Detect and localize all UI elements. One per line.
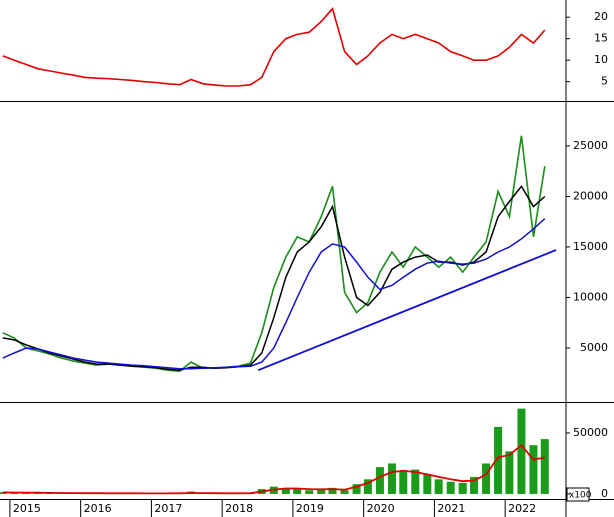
volume-bar [470,476,479,494]
y-tick-label: 5 [601,75,608,88]
y-tick-label: 20000 [573,189,608,202]
volume-bar [446,481,455,494]
volume-bar [399,472,408,494]
volume-bar [340,490,349,494]
unit-box [566,487,590,502]
volume-bar [540,439,549,494]
x-tick-label: 2021 [437,502,465,515]
volume-bar [328,487,337,494]
y-tick-label: 15000 [573,240,608,253]
y-tick-label: 25000 [573,139,608,152]
volume-bar [293,489,302,494]
volume-bar [281,487,290,494]
volume-bar [317,489,326,494]
series-line [2,443,545,495]
y-tick-label: 50000 [573,426,608,439]
series-line [2,135,546,373]
volume-bar [423,474,432,494]
y-tick-label: 0 [601,487,608,500]
x-tick-label: 2015 [13,502,41,515]
series-line [2,6,546,87]
y-tick-label: 10000 [573,290,608,303]
volume-bar [387,463,396,494]
y-tick-label: 5000 [580,341,608,354]
volume-bar [434,479,443,494]
volume-bar [363,479,372,494]
x-tick-label: 2019 [296,502,324,515]
unit-label: x100 [569,491,592,501]
y-tick-label: 10 [594,53,608,66]
volume-bar [411,469,420,494]
volume-bar [458,482,467,494]
volume-bar [494,426,503,494]
x-tick-label: 2020 [367,502,395,515]
volume-bar [375,467,384,494]
volume-bar [352,484,361,494]
series-line [2,218,546,370]
volume-bar [529,445,538,494]
y-tick-label: 15 [594,32,608,45]
volume-bar [482,463,491,494]
x-tick-label: 2022 [508,502,536,515]
series-line [257,249,557,372]
x-tick-label: 2017 [154,502,182,515]
x-tick-label: 2016 [84,502,112,515]
volume-bar [305,490,314,494]
y-tick-label: 20 [594,10,608,23]
volume-bar [505,451,514,494]
volume-bar [517,408,526,494]
x-tick-label: 2018 [225,502,253,515]
